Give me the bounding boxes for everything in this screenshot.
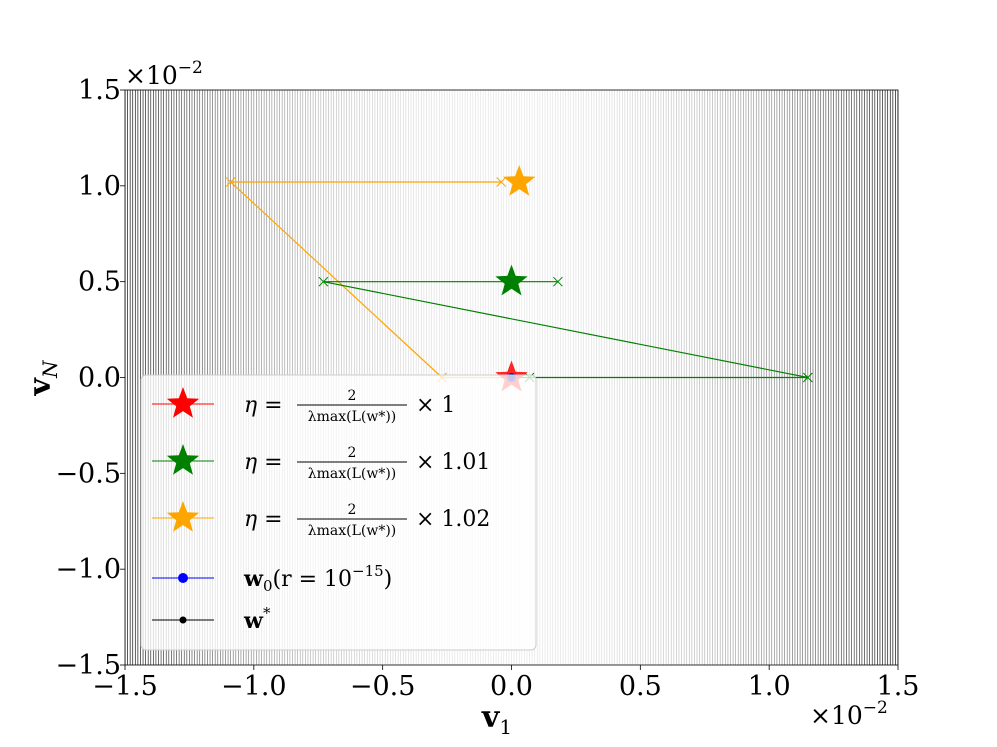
legend-entry-4: w* bbox=[152, 604, 271, 634]
trajectory-step-marker bbox=[496, 177, 507, 187]
x-tick-label: 0.5 bbox=[619, 671, 662, 702]
legend-prefix: η = bbox=[244, 450, 283, 475]
x-tick-label: −1.0 bbox=[221, 671, 287, 702]
x-tick-label: 1.0 bbox=[748, 671, 791, 702]
y-tick-label: −1.0 bbox=[55, 554, 121, 585]
final-star-marker bbox=[503, 165, 536, 196]
legend-suffix: × 1.01 bbox=[416, 450, 490, 475]
legend-fraction-numerator: 2 bbox=[348, 388, 357, 404]
legend-dot-marker bbox=[179, 616, 187, 624]
legend-label: w0(r = 10−15) bbox=[243, 562, 392, 595]
x-axis-multiplier: ×10−2 bbox=[810, 698, 888, 730]
y-tick-label: 1.0 bbox=[78, 171, 121, 202]
x-tick-label: 1.5 bbox=[877, 671, 920, 702]
legend-entry-3: w0(r = 10−15) bbox=[152, 562, 392, 595]
y-axis-multiplier: ×10−2 bbox=[125, 58, 203, 90]
legend-entry-1: η = 2 λmax(L(w*)) × 1.01 bbox=[152, 444, 490, 482]
y-axis-label: vN bbox=[23, 359, 62, 396]
legend-dot-marker bbox=[178, 573, 188, 583]
legend-box bbox=[140, 374, 537, 651]
series-trajectory-line bbox=[229, 181, 512, 379]
legend-fraction-numerator: 2 bbox=[348, 502, 357, 518]
x-tick-label: −0.5 bbox=[350, 671, 416, 702]
y-tick-label: −1.5 bbox=[55, 650, 121, 681]
trajectory-step-marker bbox=[225, 177, 236, 187]
legend-fraction-denominator: λmax(L(w*)) bbox=[308, 466, 397, 482]
x-axis-ticks: −1.5 −1.0 −0.5 0.0 0.5 1.0 1.5 bbox=[92, 665, 919, 702]
final-star-marker bbox=[495, 264, 528, 296]
trajectory-step-marker bbox=[802, 372, 813, 383]
y-tick-label: 0.5 bbox=[78, 267, 121, 298]
legend-star-marker bbox=[166, 501, 200, 532]
legend-label: w* bbox=[243, 604, 271, 634]
series-2 bbox=[225, 165, 536, 383]
y-tick-label: −0.5 bbox=[55, 458, 121, 489]
x-tick-label: 0.0 bbox=[490, 671, 533, 702]
y-axis-ticks: −1.5 −1.0 −0.5 0.0 0.5 1.0 1.5 bbox=[55, 75, 125, 681]
trajectory-step-marker bbox=[553, 276, 563, 287]
legend-prefix: η = bbox=[244, 393, 283, 418]
x-tick-label: −1.5 bbox=[92, 671, 158, 702]
x-axis-label: v1 bbox=[481, 700, 512, 739]
legend-suffix: × 1.02 bbox=[416, 507, 490, 532]
trajectory-step-marker bbox=[318, 276, 329, 287]
legend-suffix: × 1 bbox=[416, 393, 455, 418]
legend-star-marker bbox=[166, 444, 200, 475]
legend-star-marker bbox=[166, 387, 200, 418]
legend-prefix: η = bbox=[244, 507, 283, 532]
legend-fraction-denominator: λmax(L(w*)) bbox=[308, 523, 397, 539]
y-tick-label: 1.5 bbox=[78, 75, 121, 106]
y-tick-label: 0.0 bbox=[78, 363, 121, 394]
legend-fraction-denominator: λmax(L(w*)) bbox=[308, 409, 397, 425]
legend-entry-0: η = 2 λmax(L(w*)) × 1 bbox=[152, 387, 455, 425]
legend-fraction-numerator: 2 bbox=[348, 445, 357, 461]
legend-entry-2: η = 2 λmax(L(w*)) × 1.02 bbox=[152, 501, 490, 539]
